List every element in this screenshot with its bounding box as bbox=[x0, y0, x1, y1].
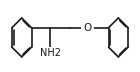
Text: O: O bbox=[83, 23, 92, 33]
Text: NH2: NH2 bbox=[40, 48, 61, 58]
